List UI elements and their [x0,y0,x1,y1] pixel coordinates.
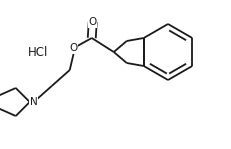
Text: O: O [88,17,97,27]
Text: HCl: HCl [28,45,48,59]
Text: O: O [69,43,78,53]
Text: N: N [30,97,37,107]
